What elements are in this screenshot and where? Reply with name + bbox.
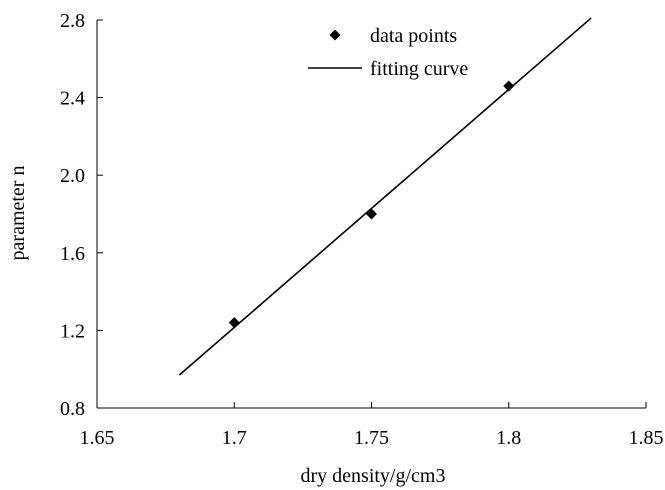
y-tick-label: 1.2 bbox=[60, 320, 85, 342]
x-tick-label: 1.8 bbox=[496, 427, 521, 449]
x-tick-label: 1.7 bbox=[222, 427, 247, 449]
legend: data points fitting curve bbox=[308, 25, 468, 80]
legend-label: data points bbox=[370, 25, 457, 47]
y-tick-label: 2.0 bbox=[60, 165, 85, 187]
y-tick-label: 0.8 bbox=[60, 398, 85, 420]
data-point-marker bbox=[366, 208, 377, 220]
ticks: 1.65 1.7 1.75 1.8 1.85 0.8 1.2 1.6 2.0 2.4 2.8 bbox=[60, 10, 664, 449]
y-axis-title: parameter n bbox=[7, 166, 29, 261]
x-tick-label: 1.75 bbox=[354, 427, 389, 449]
x-tick-label: 1.65 bbox=[80, 427, 115, 449]
x-axis-title: dry density/g/cm3 bbox=[301, 465, 446, 487]
fitting-curve-line bbox=[178, 17, 592, 376]
x-tick-label: 1.85 bbox=[629, 427, 664, 449]
y-tick-label: 2.8 bbox=[60, 10, 85, 32]
legend-marker-data-points bbox=[329, 29, 341, 41]
y-tick-label: 2.4 bbox=[60, 88, 85, 110]
y-tick-label: 1.6 bbox=[60, 243, 85, 265]
series-layer bbox=[178, 17, 592, 376]
legend-label: fitting curve bbox=[370, 58, 468, 80]
data-point-marker bbox=[503, 80, 515, 92]
